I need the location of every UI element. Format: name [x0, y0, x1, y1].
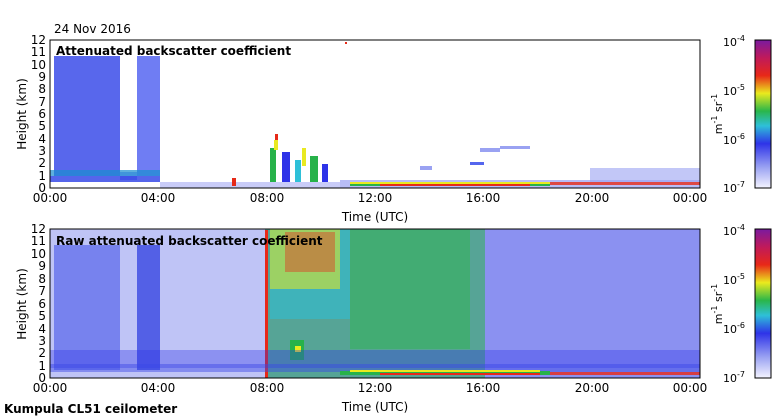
heatmap-attenuated: [50, 40, 700, 188]
x-axis-label-1: Time (UTC): [341, 210, 408, 224]
y-tick: 1: [38, 359, 46, 373]
y-tick: 9: [38, 259, 46, 273]
y-tick: 2: [38, 156, 46, 170]
x-tick: 12:00: [358, 381, 393, 395]
heatmap-raw: [50, 229, 700, 378]
y-tick: 5: [38, 309, 46, 323]
y-ticks-1: 0 1 2 3 4 5 6 7 8 9 10 11 12: [31, 33, 46, 195]
cbar-tick: 10-7: [723, 370, 745, 385]
y-tick: 11: [31, 45, 46, 59]
y-tick: 10: [31, 247, 46, 261]
y-tick: 4: [38, 132, 46, 146]
x-ticks-2: 00:00 04:00 08:00 12:00 16:00 20:00 00:0…: [33, 381, 708, 395]
x-tick: 04:00: [141, 191, 176, 205]
y-tick: 12: [31, 222, 46, 236]
y-tick: 7: [38, 284, 46, 298]
y-tick: 9: [38, 70, 46, 84]
x-tick: 08:00: [250, 381, 285, 395]
instrument-label: Kumpula CL51 ceilometer: [4, 402, 177, 416]
x-tick: 12:00: [358, 191, 393, 205]
y-tick: 3: [38, 144, 46, 158]
y-ticks-2: 0 1 2 3 4 5 6 7 8 9 10 11 12: [31, 222, 46, 385]
cbar-tick: 10-5: [723, 83, 745, 98]
y-tick: 11: [31, 234, 46, 248]
x-tick: 00:00: [673, 381, 708, 395]
y-tick: 0: [38, 181, 46, 195]
y-tick: 1: [38, 169, 46, 183]
panel-raw: Raw attenuated backscatter coefficient 0…: [15, 222, 772, 414]
y-tick: 7: [38, 95, 46, 109]
date-label: 24 Nov 2016: [54, 22, 131, 36]
cbar-tick: 10-6: [723, 321, 745, 336]
y-tick: 4: [38, 322, 46, 336]
x-tick: 16:00: [466, 191, 501, 205]
x-tick: 00:00: [33, 381, 68, 395]
cbar-tick: 10-6: [723, 132, 745, 147]
colorbar-unit-label-2: m-1 sr-1: [710, 284, 725, 324]
x-tick: 20:00: [575, 381, 610, 395]
cbar-tick: 10-7: [723, 180, 745, 195]
y-tick: 12: [31, 33, 46, 47]
x-tick: 08:00: [250, 191, 285, 205]
y-axis-label-1: Height (km): [15, 78, 29, 149]
cbar-tick: 10-4: [723, 223, 745, 238]
x-tick: 16:00: [466, 381, 501, 395]
colorbar-unit-label-1: m-1 sr-1: [710, 94, 725, 134]
x-tick: 00:00: [33, 191, 68, 205]
x-ticks-1: 00:00 04:00 08:00 12:00 16:00 20:00 00:0…: [33, 191, 708, 205]
panel-attenuated: Attenuated backscatter coefficient 0 1 2…: [15, 33, 772, 224]
y-axis-label-2: Height (km): [15, 268, 29, 339]
x-tick: 20:00: [575, 191, 610, 205]
x-tick: 04:00: [141, 381, 176, 395]
y-tick: 8: [38, 82, 46, 96]
y-tick: 6: [38, 107, 46, 121]
panel-2-title: Raw attenuated backscatter coefficient: [56, 234, 323, 248]
cbar-tick: 10-5: [723, 272, 745, 287]
y-tick: 10: [31, 58, 46, 72]
x-axis-label-2: Time (UTC): [341, 400, 408, 414]
y-tick: 0: [38, 371, 46, 385]
y-tick: 5: [38, 119, 46, 133]
y-tick: 3: [38, 334, 46, 348]
colorbar-2: 10-4 10-5 10-6 10-7 m-1 sr-1: [710, 223, 772, 385]
panel-1-title: Attenuated backscatter coefficient: [56, 44, 291, 58]
y-tick: 2: [38, 346, 46, 360]
y-tick: 6: [38, 297, 46, 311]
cbar-tick: 10-4: [723, 34, 745, 49]
y-tick: 8: [38, 272, 46, 286]
colorbar-1: 10-4 10-5 10-6 10-7 m-1 sr-1: [710, 34, 772, 195]
x-tick: 00:00: [673, 191, 708, 205]
